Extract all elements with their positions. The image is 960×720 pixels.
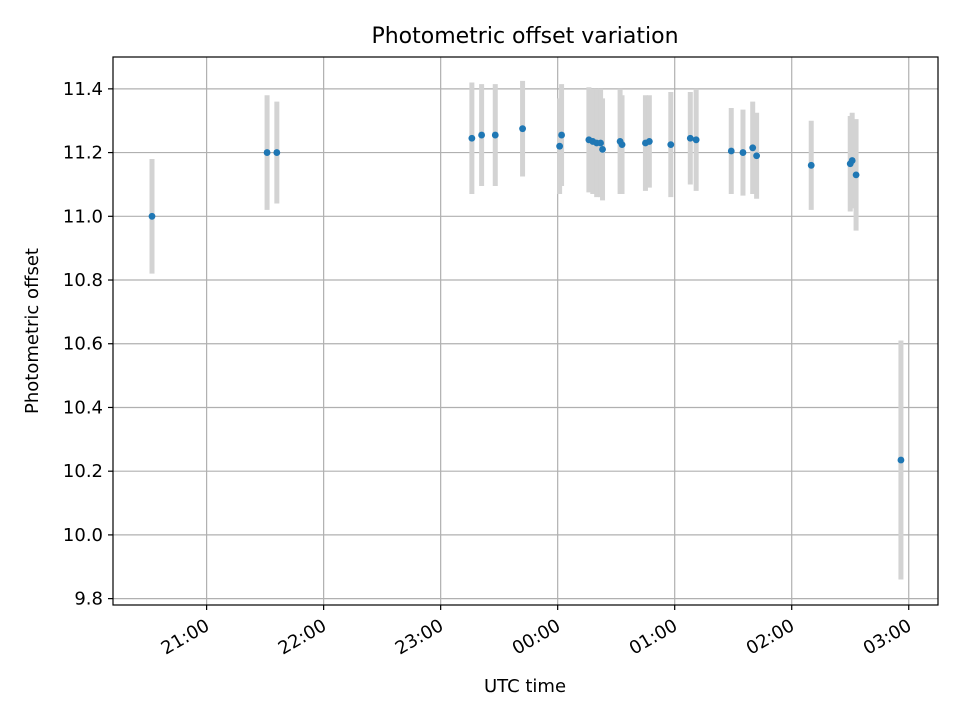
data-point (897, 456, 905, 464)
data-point (468, 134, 476, 142)
tick-layer: 9.8 10.0 10.2 10.4 10.6 10.8 11.0 11.2 11.4 21:00… (63, 79, 915, 659)
data-point (491, 131, 499, 139)
x-tick-label: 00:00 (509, 615, 564, 659)
data-point (739, 149, 747, 156)
x-tick-label: 22:00 (275, 615, 330, 659)
data-point (618, 141, 626, 149)
y-tick-label: 11.4 (63, 79, 103, 100)
data-point (597, 139, 604, 147)
x-tick-label: 01:00 (626, 615, 681, 659)
data-point (848, 157, 856, 164)
data-point (148, 212, 156, 220)
grid-layer (113, 57, 938, 605)
data-point (692, 136, 700, 144)
x-axis-label: UTC time (484, 676, 566, 697)
x-tick-label: 02:00 (743, 615, 798, 659)
y-tick-label: 9.8 (74, 589, 103, 610)
y-tick-label: 11.2 (63, 143, 103, 164)
y-tick-label: 10.2 (63, 461, 103, 482)
data-point (749, 144, 757, 152)
x-tick-label: 03:00 (860, 615, 915, 659)
chart-title: Photometric offset variation (371, 24, 678, 49)
y-axis-label: Photometric offset (22, 248, 43, 414)
data-point (667, 141, 675, 149)
data-point (852, 171, 860, 179)
y-tick-label: 10.0 (63, 525, 103, 546)
data-point (727, 147, 735, 155)
data-point (558, 131, 565, 139)
data-point (753, 152, 761, 160)
y-tick-label: 10.8 (63, 270, 103, 291)
x-tick-label: 21:00 (158, 615, 213, 659)
data-point (556, 142, 564, 150)
data-point (686, 134, 694, 142)
data-point (273, 149, 281, 156)
data-point (478, 131, 486, 139)
data-point (807, 161, 815, 169)
errorbar-layer (149, 80, 904, 580)
data-point (519, 125, 526, 133)
data-point (599, 145, 606, 153)
data-point (645, 138, 653, 145)
y-tick-label: 10.4 (63, 397, 103, 418)
x-tick-label: 23:00 (392, 615, 447, 659)
point-layer (148, 125, 905, 464)
y-tick-label: 10.6 (63, 334, 103, 355)
data-point (263, 149, 271, 156)
y-tick-label: 11.0 (63, 206, 103, 227)
plot-frame (112, 56, 939, 606)
